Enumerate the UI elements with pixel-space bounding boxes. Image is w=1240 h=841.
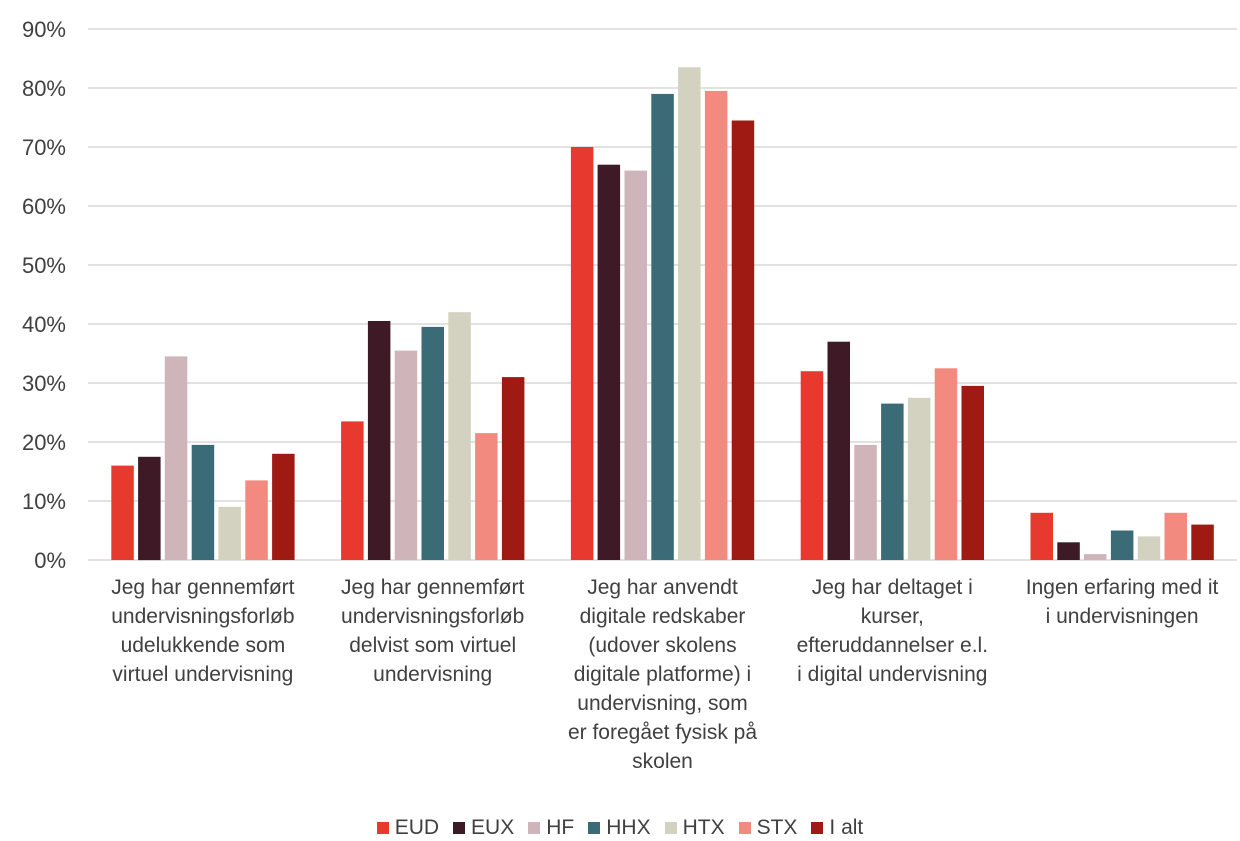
x-category-label-line: undervisningsforløb <box>111 605 295 628</box>
y-tick-label: 10% <box>22 489 66 514</box>
x-category-label-line: Ingen erfaring med it <box>1025 576 1219 599</box>
legend-item: I alt <box>811 816 863 840</box>
bar-eud <box>570 147 594 560</box>
legend-item: EUD <box>376 816 440 840</box>
legend-item: STX <box>738 816 798 840</box>
legend-swatch <box>453 822 466 834</box>
legend-item: HF <box>528 816 574 840</box>
bar-htx <box>907 397 931 561</box>
bar-htx <box>448 312 471 560</box>
bar-eud <box>800 371 824 560</box>
bar-eux <box>367 321 391 560</box>
legend: EUD EUX HF HHX HTX STX I alt <box>0 816 1240 840</box>
bar-i-alt <box>731 120 755 560</box>
x-category-label-line: digitale platforme) i <box>573 663 752 686</box>
legend-label: HTX <box>682 816 725 839</box>
bar-hf <box>1084 554 1107 560</box>
legend-swatch <box>528 822 541 834</box>
x-category-label: Jeg har gennemført undervisningsforløb ude… <box>88 573 318 689</box>
legend-label: EUD <box>394 816 440 839</box>
y-tick-label: 60% <box>22 194 66 219</box>
y-tick-label: 90% <box>22 17 66 42</box>
x-category-label-line: i digital undervisning <box>797 663 988 686</box>
legend-label: HHX <box>606 816 651 839</box>
bar-stx <box>1164 512 1187 560</box>
x-category-label-line: udelukkende som <box>120 634 286 657</box>
x-category-label-line: undervisning <box>373 663 493 686</box>
x-category-label: Ingen erfaring med it i undervisningen <box>1007 573 1237 631</box>
bar-htx <box>218 506 241 560</box>
bar-hhx <box>1110 530 1134 560</box>
y-axis: 0% 10% 20% 30% 40% 50% 60% 70% 80% 90% <box>22 17 66 573</box>
legend-label: HF <box>546 816 575 839</box>
bar-hhx <box>881 403 904 560</box>
bar-hf <box>854 444 877 560</box>
bar-htx <box>678 67 701 561</box>
bar-eud <box>111 465 134 560</box>
x-category-label-line: virtuel undervisning <box>112 663 294 686</box>
x-category-label-line: i undervisningen <box>1045 605 1199 628</box>
legend-swatch <box>376 822 389 834</box>
y-tick-label: 50% <box>22 253 66 278</box>
x-category-label-line: (udover skolens <box>588 634 737 657</box>
x-category-label: Jeg har gennemført undervisningsforløb del… <box>318 573 548 689</box>
bar-hhx <box>191 444 215 560</box>
x-category-label-line: Jeg har gennemført <box>341 576 525 599</box>
bar-eud <box>1030 512 1053 560</box>
x-category-label-line: undervisningsforløb <box>341 605 525 628</box>
bar-stx <box>475 433 498 560</box>
bar-i-alt <box>1191 524 1214 560</box>
bars <box>111 67 1214 561</box>
y-tick-label: 40% <box>22 312 66 337</box>
legend-label: I alt <box>829 816 864 839</box>
x-category-label-line: kurser, <box>860 605 924 628</box>
legend-swatch <box>588 822 601 834</box>
bar-stx <box>934 368 958 561</box>
x-category-label-line: Jeg har gennemført <box>111 576 295 599</box>
bar-eux <box>827 341 850 560</box>
x-category-label-line: undervisning, som <box>577 692 748 715</box>
bar-i-alt <box>272 453 295 560</box>
legend-label: STX <box>756 816 798 839</box>
x-category-label-line: efteruddannelser e.l. <box>796 634 989 657</box>
bar-i-alt <box>501 377 525 560</box>
x-category-label-line: skolen <box>632 750 693 773</box>
y-tick-label: 30% <box>22 371 66 396</box>
legend-swatch <box>738 822 751 834</box>
x-category-label-line: er foregået fysisk på <box>567 721 758 744</box>
y-tick-label: 80% <box>22 76 66 101</box>
bar-i-alt <box>961 385 984 560</box>
legend-item: HTX <box>664 816 725 840</box>
bar-eux <box>1057 542 1080 560</box>
legend-item: EUX <box>453 816 514 840</box>
legend-swatch <box>811 822 824 834</box>
y-tick-label: 20% <box>22 430 66 455</box>
bar-stx <box>704 90 728 561</box>
legend-swatch <box>664 822 677 834</box>
x-category-label-line: delvist som virtuel <box>349 634 517 657</box>
bar-eud <box>341 421 364 560</box>
bar-eux <box>138 456 161 561</box>
x-category-label: Jeg har deltaget i kurser, efteruddannelse… <box>777 573 1007 689</box>
legend-label: EUX <box>471 816 515 839</box>
x-category-label: Jeg har anvendt digitale redskaber (udover… <box>548 573 778 776</box>
bar-hf <box>164 356 188 560</box>
y-tick-label: 0% <box>34 548 66 573</box>
bar-htx <box>1137 536 1161 560</box>
bar-hf <box>624 170 647 560</box>
bar-hhx <box>651 93 674 561</box>
bar-stx <box>245 480 268 560</box>
bar-hf <box>394 350 418 560</box>
bar-eux <box>597 164 621 560</box>
bar-hhx <box>421 326 444 560</box>
y-tick-label: 70% <box>22 135 66 160</box>
x-category-label-line: Jeg har anvendt <box>587 576 738 599</box>
x-category-label-line: digitale redskaber <box>579 605 746 628</box>
x-category-label-line: Jeg har deltaget i <box>811 576 973 599</box>
legend-item: HHX <box>588 816 651 840</box>
